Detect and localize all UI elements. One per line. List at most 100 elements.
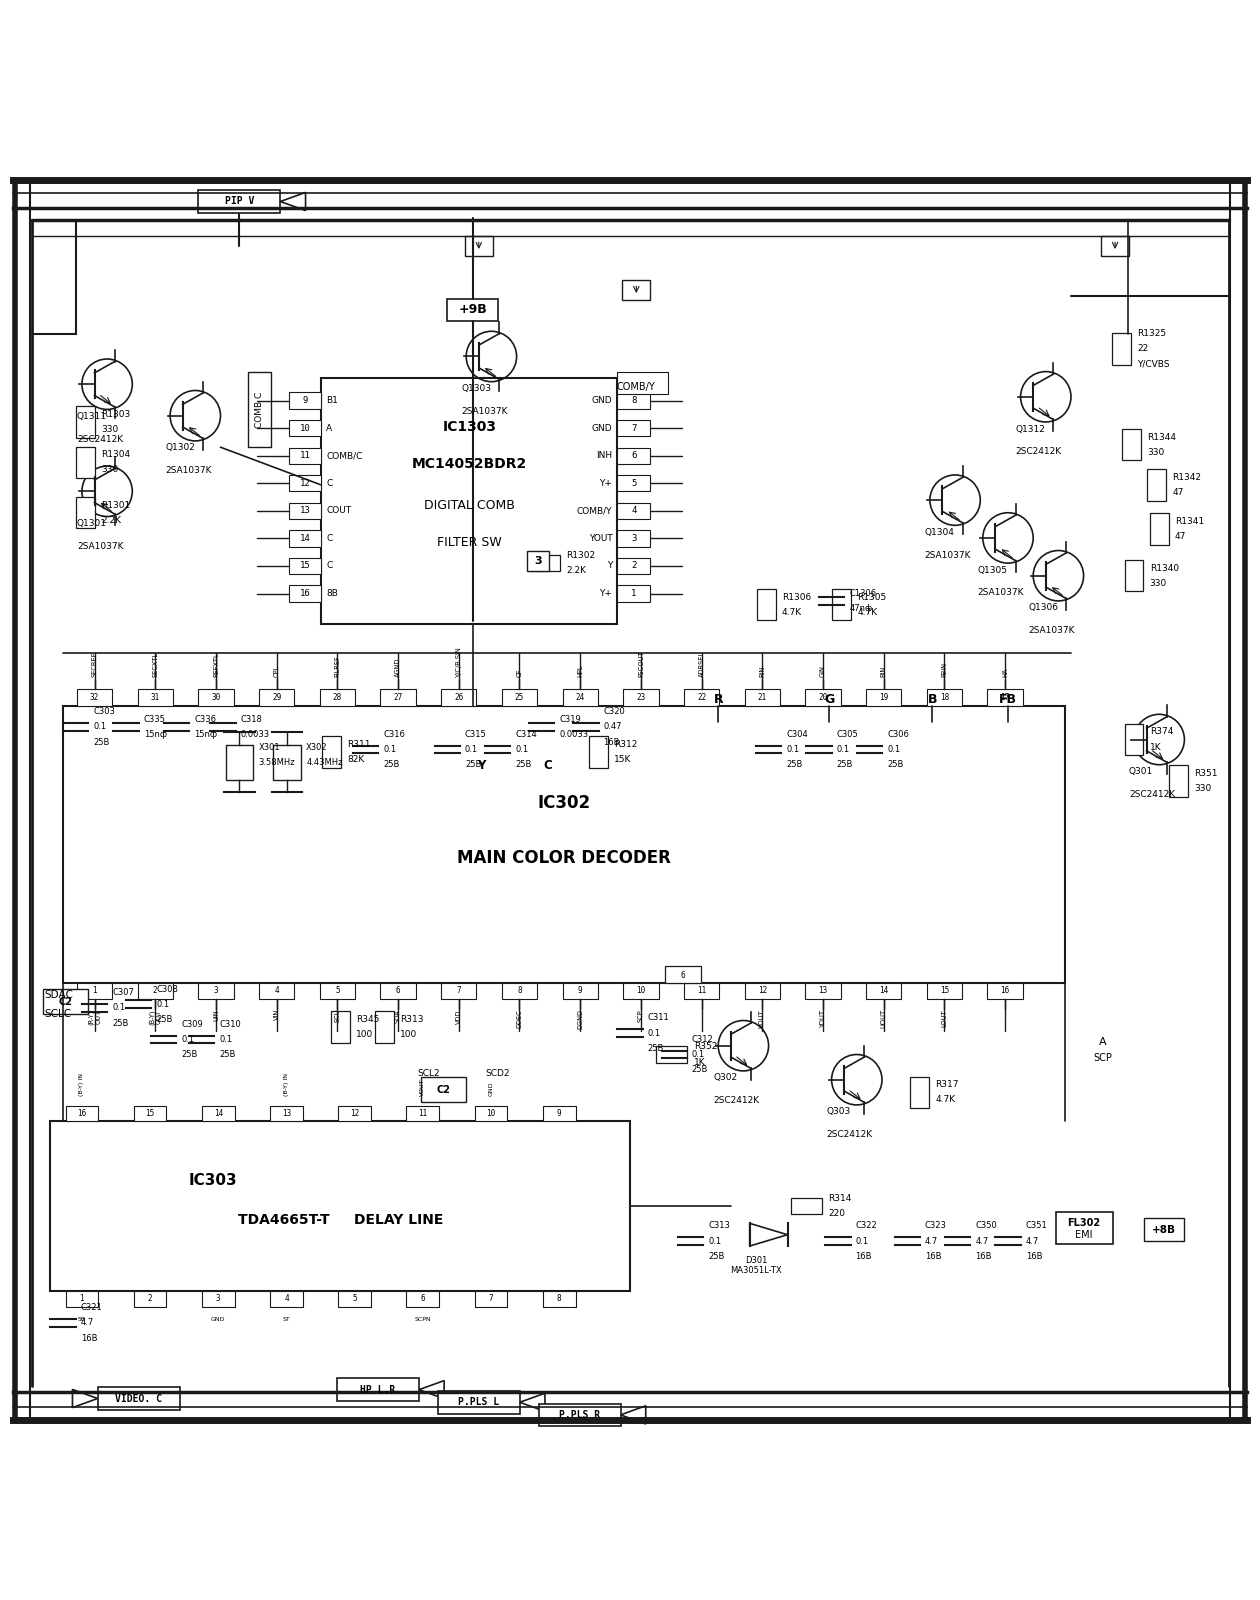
Text: 11: 11 [300, 451, 310, 461]
Bar [475, 1106, 508, 1122]
Text: 5B: 5B [78, 1317, 86, 1322]
Bar [617, 558, 650, 574]
Text: 0.0033: 0.0033 [241, 730, 270, 739]
Text: 9: 9 [578, 986, 582, 995]
Text: 0.1: 0.1 [465, 746, 478, 754]
Text: R: R [713, 693, 723, 706]
Text: COMB/C: COMB/C [326, 451, 363, 461]
Text: 6: 6 [396, 986, 401, 995]
Text: C: C [326, 562, 333, 571]
Text: 25B: 25B [181, 1050, 198, 1059]
FancyBboxPatch shape [98, 1387, 180, 1410]
Text: C319: C319 [559, 715, 581, 723]
Text: REFXTL: REFXTL [213, 651, 219, 677]
Text: 4: 4 [275, 986, 278, 995]
Bar [289, 392, 321, 408]
Bar [289, 419, 321, 437]
Bar [617, 371, 668, 394]
Bar [407, 1291, 440, 1307]
Text: 4.7: 4.7 [925, 1237, 939, 1245]
Text: Q1301: Q1301 [77, 518, 107, 528]
Text: BIN: BIN [881, 666, 887, 677]
Text: GIN: GIN [820, 664, 827, 677]
Text: 1K: 1K [1149, 742, 1162, 752]
Text: 7: 7 [456, 986, 461, 995]
Text: 0.1: 0.1 [837, 746, 849, 754]
Bar [289, 475, 321, 491]
Bar [927, 690, 963, 706]
Bar [745, 982, 780, 998]
Text: 16: 16 [300, 589, 310, 598]
Text: 0.1: 0.1 [692, 1050, 704, 1059]
Text: C312: C312 [692, 1035, 713, 1043]
Bar [289, 502, 321, 518]
Text: 6: 6 [680, 971, 685, 979]
Text: R312: R312 [615, 741, 638, 749]
Text: FILTER SW: FILTER SW [437, 536, 501, 549]
Text: 25B: 25B [112, 1019, 129, 1027]
Text: R345: R345 [357, 1014, 379, 1024]
Bar [441, 982, 476, 998]
Text: 0.1: 0.1 [383, 746, 396, 754]
Text: Q302: Q302 [713, 1074, 737, 1083]
Bar [260, 690, 295, 706]
Text: 100: 100 [401, 1030, 417, 1038]
Bar [289, 586, 321, 602]
Text: COMB/Y: COMB/Y [617, 382, 655, 392]
Text: C2: C2 [436, 1085, 451, 1094]
Text: R314: R314 [829, 1194, 852, 1203]
Text: +8B: +8B [1152, 1224, 1177, 1235]
Bar [330, 1011, 350, 1043]
Text: 10: 10 [636, 986, 645, 995]
Text: 20: 20 [819, 693, 828, 702]
Text: 2SC2412K: 2SC2412K [713, 1096, 760, 1106]
Text: VOUT: VOUT [421, 1078, 426, 1096]
Bar [77, 982, 112, 998]
Text: (R-Y)
OUT: (R-Y) OUT [88, 1010, 101, 1024]
Text: SDA: SDA [396, 1010, 401, 1022]
Text: 13: 13 [819, 986, 828, 995]
Text: IC302: IC302 [537, 794, 591, 811]
Text: 12: 12 [300, 478, 310, 488]
Text: SCL: SCL [334, 1010, 340, 1021]
Text: 47nф: 47nф [849, 603, 872, 613]
Text: C: C [544, 760, 552, 773]
Bar [77, 690, 112, 706]
Bar [656, 1046, 688, 1062]
Text: FBIN: FBIN [941, 661, 948, 677]
Text: 13: 13 [282, 1109, 291, 1118]
Text: Q1305: Q1305 [978, 566, 1008, 574]
Text: SCLC: SCLC [44, 1010, 72, 1019]
Text: 25B: 25B [383, 760, 399, 770]
Bar [421, 1077, 466, 1102]
Text: C311: C311 [648, 1013, 669, 1022]
Text: 0.1: 0.1 [708, 1237, 721, 1245]
Text: PIP V: PIP V [224, 197, 255, 206]
Text: ADRSEL: ADRSEL [698, 651, 704, 677]
Text: 0.1: 0.1 [219, 1035, 232, 1043]
Bar [617, 419, 650, 437]
Text: 4: 4 [285, 1294, 289, 1304]
Text: R374: R374 [1149, 728, 1173, 736]
Text: C308: C308 [156, 984, 178, 994]
Text: 2SA1037K: 2SA1037K [978, 589, 1024, 597]
Bar [77, 498, 96, 528]
Text: R1302: R1302 [567, 550, 596, 560]
Text: MA3051L-TX: MA3051L-TX [731, 1266, 781, 1275]
Text: COMB/Y: COMB/Y [577, 506, 612, 515]
Text: SECXTL: SECXTL [152, 651, 159, 677]
Text: R351: R351 [1193, 770, 1217, 778]
Text: 3: 3 [214, 986, 218, 995]
Text: 2SA1037K: 2SA1037K [165, 466, 212, 475]
Bar [465, 235, 493, 256]
Text: 330: 330 [102, 426, 118, 434]
Text: +9B: +9B [459, 304, 486, 317]
Text: 7: 7 [631, 424, 636, 432]
Text: 29: 29 [272, 693, 281, 702]
Text: 6: 6 [421, 1294, 425, 1304]
Text: VIDEO. C: VIDEO. C [115, 1394, 163, 1403]
FancyBboxPatch shape [199, 190, 281, 213]
Bar [665, 966, 701, 982]
Text: Q1306: Q1306 [1028, 603, 1058, 613]
Text: 15nф: 15nф [144, 730, 166, 739]
